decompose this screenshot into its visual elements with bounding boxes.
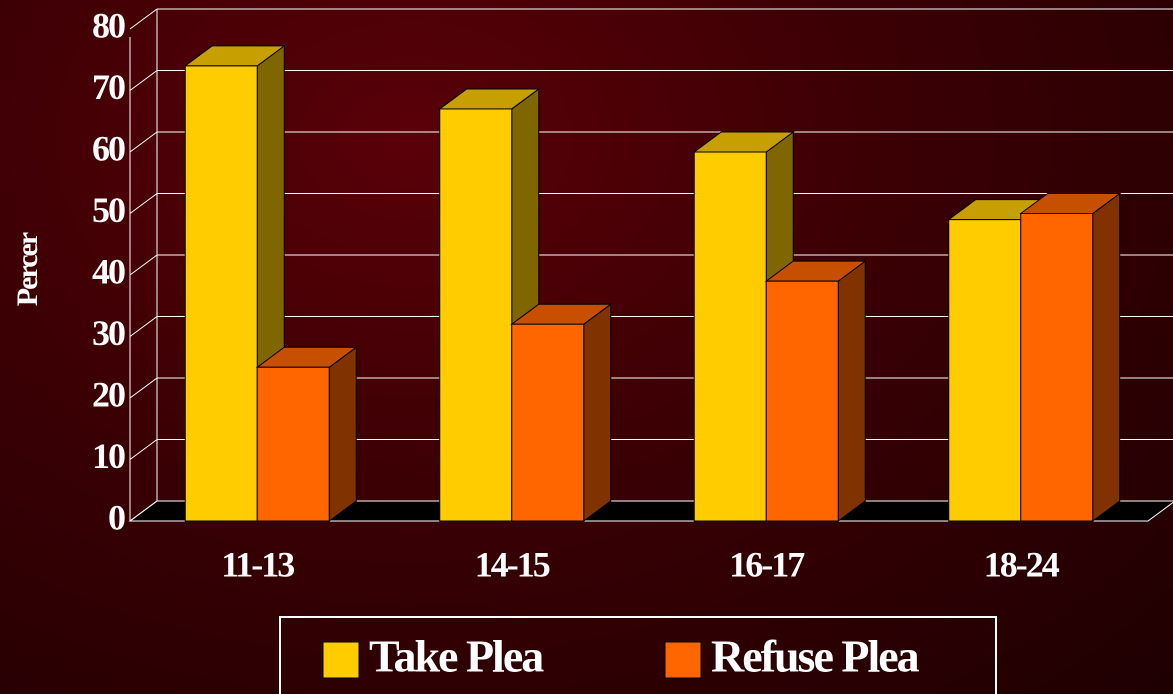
bar bbox=[1020, 213, 1094, 522]
bar-side bbox=[328, 346, 357, 522]
y-tick-label: 10 bbox=[92, 436, 125, 476]
y-tick-label: 30 bbox=[92, 313, 125, 353]
legend-swatch bbox=[322, 641, 360, 679]
bar-side bbox=[1092, 192, 1121, 522]
y-tick-label: 40 bbox=[92, 251, 125, 291]
y-axis-label: Percer bbox=[11, 232, 44, 306]
tick-connector bbox=[129, 70, 158, 91]
legend-label: Refuse Plea bbox=[711, 631, 920, 682]
bar bbox=[948, 219, 1022, 522]
y-tick-label: 0 bbox=[108, 497, 125, 537]
x-tick-label: 18-24 bbox=[984, 544, 1060, 584]
y-tick-label: 70 bbox=[92, 67, 125, 107]
bar bbox=[256, 366, 330, 522]
bar bbox=[765, 280, 839, 522]
bar bbox=[511, 323, 585, 522]
bar-side bbox=[837, 260, 866, 522]
y-tick-label: 50 bbox=[92, 190, 125, 230]
bar bbox=[439, 108, 513, 522]
y-tick-label: 80 bbox=[92, 5, 125, 45]
legend-box bbox=[279, 616, 997, 694]
tick-connector bbox=[129, 131, 158, 153]
tick-connector bbox=[129, 193, 158, 214]
y-tick-label: 60 bbox=[92, 128, 125, 168]
x-tick-label: 16-17 bbox=[729, 544, 805, 584]
bar bbox=[693, 151, 767, 522]
x-tick-label: 11-13 bbox=[221, 544, 294, 584]
legend-label: Take Plea bbox=[369, 631, 544, 682]
tick-connector bbox=[129, 439, 158, 460]
tick-connector bbox=[129, 8, 158, 30]
tick-connector bbox=[129, 500, 158, 522]
bar-side bbox=[583, 303, 612, 522]
y-tick-label: 20 bbox=[92, 374, 125, 414]
x-tick-label: 14-15 bbox=[475, 544, 550, 584]
legend-swatch bbox=[664, 641, 702, 679]
tick-connector bbox=[129, 316, 158, 337]
tick-connector bbox=[129, 377, 158, 399]
bar bbox=[184, 65, 258, 522]
tick-connector bbox=[129, 254, 158, 276]
